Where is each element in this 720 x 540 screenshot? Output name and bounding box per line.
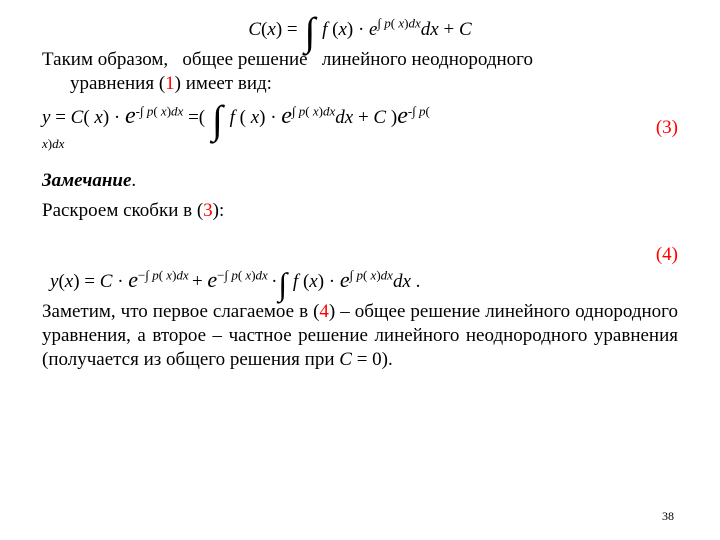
rp-eq: ) = (276, 19, 303, 40)
para1-a: Таким образом, (42, 49, 173, 70)
sym-x: x (267, 19, 275, 40)
equation-cx: C(x) = ∫ f (x) · e∫ p( x)dxdx + C (42, 18, 678, 42)
eq-label-3: (3) (618, 116, 678, 140)
exp2: ∫ p( x)dx (292, 104, 335, 119)
integral-big: ∫ (302, 9, 317, 54)
page-number: 38 (662, 509, 674, 524)
exp1: -∫ p( x)dx (136, 104, 184, 119)
sym-f: f (322, 19, 332, 40)
exp4a: −∫ p( x)dx (138, 268, 192, 283)
integral-big-2: ∫ (210, 97, 225, 142)
sym-dx: dx (421, 19, 439, 40)
plus: + (439, 19, 459, 40)
para1-d: уравнения ( (70, 73, 165, 94)
eq-label-4: (4) (656, 244, 678, 265)
para1-b: общее решение (182, 49, 307, 70)
eq-label-4-row: (4) (42, 243, 678, 267)
equation-3: y = C( x) · e-∫ p( x)dx =( ∫ f ( x) · e∫… (42, 101, 618, 155)
sym-C: C (248, 19, 261, 40)
para-2: Раскроем скобки в (3): (42, 199, 678, 223)
rp2: ) · (347, 19, 369, 40)
equation-4: y(x) = C · e−∫ p( x)dx + e−∫ p( x)dx ·∫ … (42, 266, 678, 294)
exp4b: −∫ p( x)dx (217, 268, 271, 283)
exp3: -∫ p( (408, 104, 430, 119)
ref-4: 4 (319, 301, 329, 322)
equation-3-row: y = C( x) · e-∫ p( x)dx =( ∫ f ( x) · e∫… (42, 101, 678, 155)
integral-mid: ∫ (277, 266, 288, 302)
exp-integral: ∫ p( x)dx (377, 16, 420, 31)
sym-x2: x (338, 19, 346, 40)
sym-C2: C (459, 19, 472, 40)
ref-3: 3 (203, 200, 213, 221)
slide-page: C(x) = ∫ f (x) · e∫ p( x)dxdx + C Таким … (0, 0, 720, 371)
ref-1: 1 (165, 73, 175, 94)
para-1: Таким образом, общее решение линейного н… (42, 48, 678, 96)
para1-c: линейного неоднородного (317, 49, 533, 70)
para-3: Заметим, что первое слагаемое в (4) – об… (42, 300, 678, 371)
exp4c: ∫ p( x)dx (350, 268, 393, 283)
remark-heading: Замечание. (42, 169, 678, 193)
para1-e: ) имеет вид: (175, 73, 272, 94)
